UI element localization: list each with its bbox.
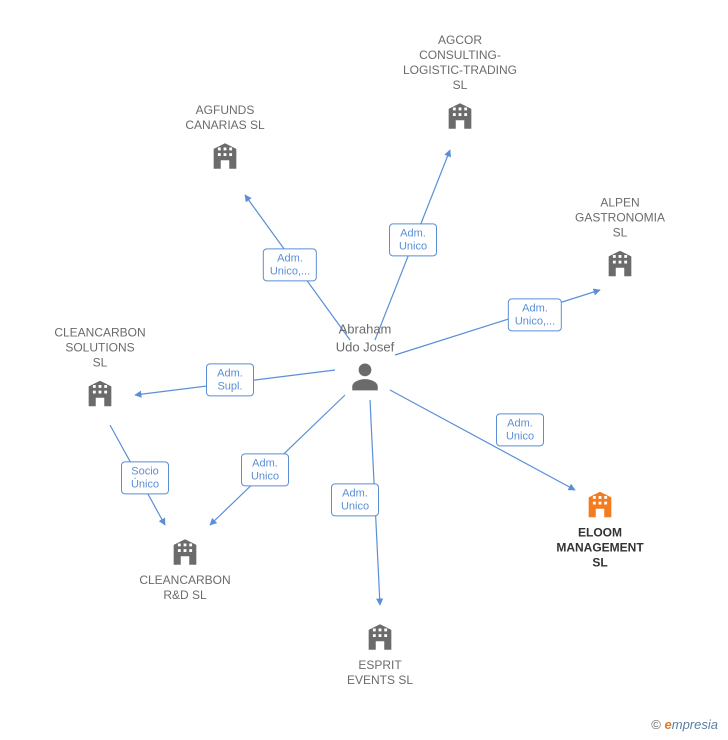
company-label: AGCORCONSULTING-LOGISTIC-TRADING SL	[400, 33, 520, 93]
company-label: AGFUNDSCANARIAS SL	[165, 103, 285, 133]
company-label: ELOOMMANAGEMENTSL	[540, 526, 660, 571]
company-label: ESPRITEVENTS SL	[320, 658, 440, 688]
building-icon	[363, 620, 397, 658]
edge-abraham-alpen	[395, 290, 600, 355]
center-person-node: Abraham Udo Josef	[305, 321, 425, 399]
edge-label-abraham-ccrd: Adm.Unico	[241, 453, 289, 486]
building-icon	[583, 488, 617, 526]
building-icon	[208, 139, 242, 177]
center-label-line1: Abraham	[305, 321, 425, 337]
edge-label-abraham-agfunds: Adm.Unico,...	[263, 248, 317, 281]
person-icon	[348, 381, 382, 398]
company-node-ccrd: CLEANCARBONR&D SL	[125, 533, 245, 607]
building-icon	[83, 377, 117, 415]
building-icon	[603, 247, 637, 285]
brand-first-letter: e	[665, 717, 672, 732]
brand-rest: mpresia	[672, 717, 718, 732]
edge-label-abraham-alpen: Adm.Unico,...	[508, 298, 562, 331]
center-label-line2: Udo Josef	[305, 340, 425, 356]
copyright-symbol: ©	[651, 717, 661, 732]
edge-label-abraham-agcor: Adm.Unico	[389, 223, 437, 256]
edge-label-abraham-esprit: Adm.Unico	[331, 483, 379, 516]
edge-label-ccsol-ccrd: SocioÚnico	[121, 461, 169, 494]
edge-label-abraham-ccsol: Adm.Supl.	[206, 363, 254, 396]
copyright: © empresia	[651, 717, 718, 732]
company-node-agfunds: AGFUNDSCANARIAS SL	[165, 103, 285, 177]
company-node-alpen: ALPENGASTRONOMIASL	[560, 196, 680, 285]
building-icon	[443, 99, 477, 137]
company-label: CLEANCARBONSOLUTIONSSL	[40, 326, 160, 371]
edge-label-abraham-eloom: Adm.Unico	[496, 413, 544, 446]
company-label: CLEANCARBONR&D SL	[125, 573, 245, 603]
company-node-ccsol: CLEANCARBONSOLUTIONSSL	[40, 326, 160, 415]
edge-abraham-eloom	[390, 390, 575, 490]
network-diagram: { "diagram": { "type": "network", "width…	[0, 0, 728, 740]
company-label: ALPENGASTRONOMIASL	[560, 196, 680, 241]
company-node-agcor: AGCORCONSULTING-LOGISTIC-TRADING SL	[400, 33, 520, 137]
company-node-esprit: ESPRITEVENTS SL	[320, 618, 440, 692]
company-node-eloom: ELOOMMANAGEMENTSL	[540, 486, 660, 575]
building-icon	[168, 535, 202, 573]
